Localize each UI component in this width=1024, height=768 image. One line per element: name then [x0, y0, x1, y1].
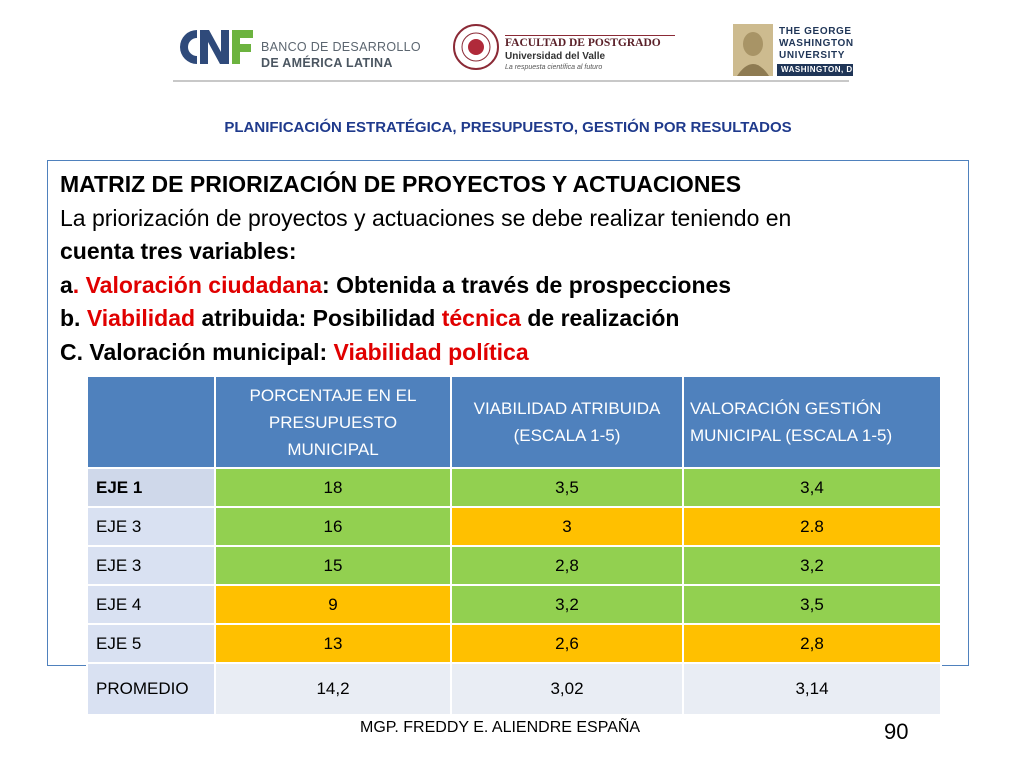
gwu-line1: THE GEORGE — [779, 26, 852, 37]
caf-logo-mark — [180, 30, 253, 64]
average-budget-cell: 14,2 — [214, 662, 452, 716]
variable-c-prefix: C. Valoración municipal: — [60, 338, 334, 365]
variable-b-highlight: Viabilidad — [86, 305, 196, 331]
viability-cell: 3,2 — [450, 584, 684, 625]
postgrado-rule — [505, 35, 675, 36]
caf-logo: BANCO DE DESARROLLO DE AMÉRICA LATINA — [173, 26, 421, 76]
slide-text: MATRIZ DE PRIORIZACIÓN DE PROYECTOS Y AC… — [60, 168, 960, 369]
priority-matrix-table: PORCENTAJE EN EL PRESUPUESTO MUNICIPAL V… — [86, 375, 942, 716]
washington-portrait-icon — [733, 24, 773, 76]
postgrado-logo: FACULTAD DE POSTGRADO Universidad del Va… — [453, 24, 675, 74]
variable-c-highlight: Viabilidad política — [333, 338, 529, 365]
header-cell-viability: VIABILIDAD ATRIBUIDA (ESCALA 1-5) — [450, 375, 684, 469]
variable-b-mid: atribuida: Posibilidad — [195, 305, 442, 331]
table-row: EJE 5 13 2,6 2,8 — [86, 623, 942, 664]
gwu-location-bar — [777, 64, 853, 76]
gwu-location: WASHINGTON, DC — [781, 65, 859, 74]
table-header-row: PORCENTAJE EN EL PRESUPUESTO MUNICIPAL V… — [86, 375, 942, 469]
row-label: EJE 3 — [86, 506, 216, 547]
budget-cell: 13 — [214, 623, 452, 664]
rating-cell: 3,4 — [682, 467, 942, 508]
table-row: EJE 3 15 2,8 3,2 — [86, 545, 942, 586]
viability-cell: 3 — [450, 506, 684, 547]
viability-cell: 3,5 — [450, 467, 684, 508]
slide-heading: MATRIZ DE PRIORIZACIÓN DE PROYECTOS Y AC… — [60, 171, 742, 197]
viability-cell: 2,8 — [450, 545, 684, 586]
header-cell-municipal-rating: VALORACIÓN GESTIÓN MUNICIPAL (ESCALA 1-5… — [682, 375, 942, 469]
header-cell-empty — [86, 375, 216, 469]
postgrado-motto: La respuesta científica al futuro — [505, 64, 603, 71]
variable-a-text: : Obtenida a través de prospecciones — [322, 271, 732, 298]
budget-cell: 18 — [214, 467, 452, 508]
table-row: EJE 4 9 3,2 3,5 — [86, 584, 942, 625]
rating-cell: 2,8 — [682, 623, 942, 664]
variable-b-prefix: b. — [60, 305, 87, 331]
average-rating-cell: 3,14 — [682, 662, 942, 716]
variable-b-highlight-2: técnica — [441, 305, 521, 331]
average-row: PROMEDIO 14,2 3,02 3,14 — [86, 662, 942, 716]
postgrado-university: Universidad del Valle — [505, 51, 606, 62]
variable-a: a. Valoración ciudadana: Obtenida a trav… — [60, 269, 960, 303]
row-label: EJE 1 — [86, 467, 216, 508]
university-seal-icon — [453, 24, 499, 70]
budget-cell: 9 — [214, 584, 452, 625]
row-label: EJE 3 — [86, 545, 216, 586]
rating-cell: 3,5 — [682, 584, 942, 625]
gwu-line2: WASHINGTON — [779, 38, 854, 49]
variable-a-letter: a — [60, 271, 73, 298]
intro-line-2: cuenta tres variables: — [60, 238, 297, 264]
postgrado-title: FACULTAD DE POSTGRADO — [505, 37, 661, 49]
logo-divider — [173, 80, 849, 82]
average-viability-cell: 3,02 — [450, 662, 684, 716]
variable-a-sep: . — [72, 271, 86, 298]
table-row: EJE 3 16 3 2.8 — [86, 506, 942, 547]
slide-subtitle: PLANIFICACIÓN ESTRATÉGICA, PRESUPUESTO, … — [224, 119, 792, 136]
budget-cell: 15 — [214, 545, 452, 586]
caf-logo-line1: BANCO DE DESARROLLO — [261, 40, 421, 54]
table-row: EJE 1 18 3,5 3,4 — [86, 467, 942, 508]
gwu-line3: UNIVERSITY — [779, 50, 846, 61]
variable-b: b. Viabilidad atribuida: Posibilidad téc… — [60, 302, 960, 336]
intro-line-1: La priorización de proyectos y actuacion… — [60, 204, 792, 231]
rating-cell: 3,2 — [682, 545, 942, 586]
rating-cell: 2.8 — [682, 506, 942, 547]
average-label: PROMEDIO — [86, 662, 216, 716]
budget-cell: 16 — [214, 506, 452, 547]
row-label: EJE 5 — [86, 623, 216, 664]
viability-cell: 2,6 — [450, 623, 684, 664]
table-body: EJE 1 18 3,5 3,4 EJE 3 16 3 2.8 EJE 3 15… — [86, 467, 942, 716]
gwu-logo: THE GEORGE WASHINGTON UNIVERSITY WASHING… — [733, 24, 858, 80]
row-label: EJE 4 — [86, 584, 216, 625]
variable-c: C. Valoración municipal: Viabilidad polí… — [60, 336, 960, 370]
author-footer: MGP. FREDDY E. ALIENDRE ESPAÑA — [360, 719, 641, 736]
logo-strip: BANCO DE DESARROLLO DE AMÉRICA LATINA FA… — [0, 0, 1024, 90]
header-cell-budget-percent: PORCENTAJE EN EL PRESUPUESTO MUNICIPAL — [214, 375, 452, 469]
page-number: 90 — [884, 719, 909, 744]
caf-logo-line2: DE AMÉRICA LATINA — [261, 56, 393, 70]
variable-b-text: de realización — [520, 305, 680, 331]
variable-a-highlight: Valoración ciudadana — [85, 271, 323, 298]
